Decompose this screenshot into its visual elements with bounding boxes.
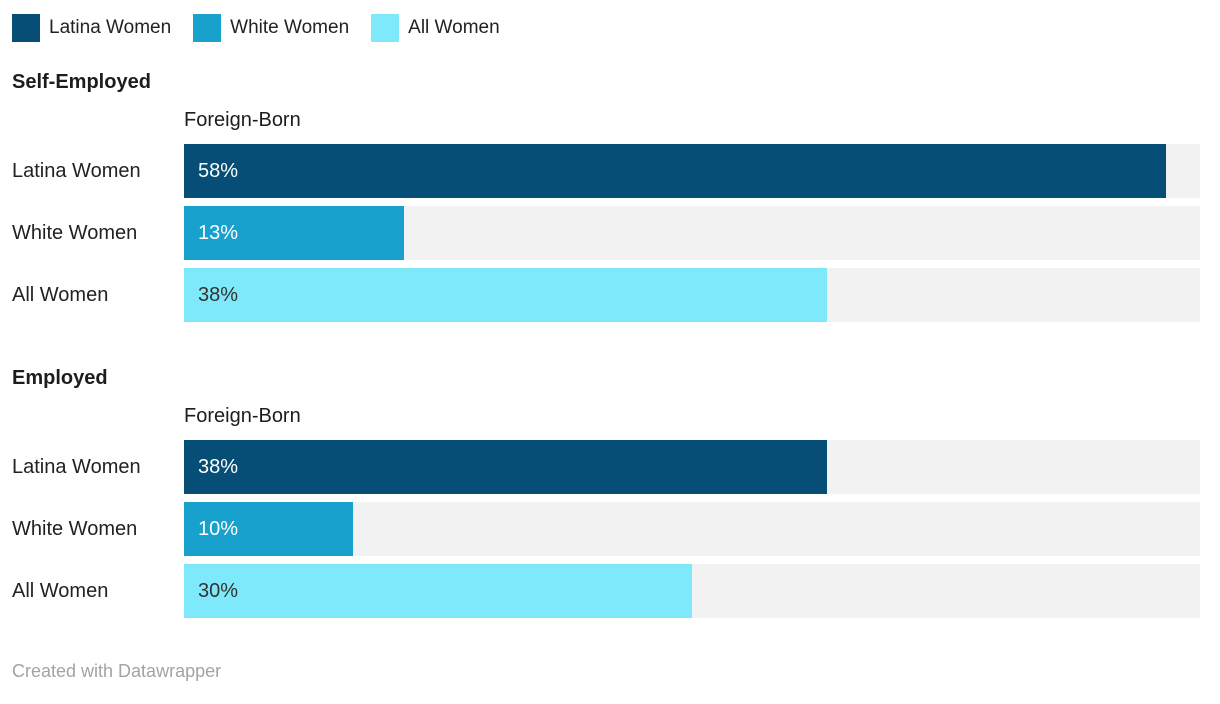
bar-row: Latina Women 58% [12, 144, 1200, 198]
row-label: All Women [12, 283, 109, 306]
bar-value-label: 13% [198, 221, 239, 244]
bar-white-women: 10% [184, 502, 354, 556]
bar-value-label: 38% [198, 283, 239, 306]
legend: Latina Women White Women All Women [12, 14, 1200, 42]
bar-track: 13% [184, 206, 1200, 260]
legend-label: White Women [230, 17, 350, 38]
bar-all-women: 38% [184, 268, 828, 322]
bar-group-self-employed: Latina Women 58% White Women 13% All Wom… [12, 144, 1200, 322]
row-label: White Women [12, 221, 138, 244]
bar-track: 38% [184, 268, 1200, 322]
legend-item-white-women: White Women [193, 14, 349, 42]
bar-group-employed: Latina Women 38% White Women 10% All Wom… [12, 440, 1200, 618]
bar-value-label: 10% [198, 517, 239, 540]
datawrapper-credit-link[interactable]: Created with Datawrapper [12, 661, 222, 681]
legend-swatch-white-women [193, 14, 222, 42]
column-header-foreign-born: Foreign-Born [184, 109, 301, 131]
group-title-employed: Employed [12, 367, 108, 389]
bar-chart: Latina Women White Women All Women Self-… [12, 14, 1200, 618]
row-label: White Women [12, 517, 138, 540]
bar-track: 38% [184, 440, 1200, 494]
bar-track: 30% [184, 564, 1200, 618]
column-header-foreign-born: Foreign-Born [184, 405, 301, 427]
bar-value-label: 38% [198, 455, 239, 478]
bar-all-women: 30% [184, 564, 692, 618]
legend-label: Latina Women [49, 17, 172, 38]
bar-latina-women: 58% [184, 144, 1167, 198]
bar-latina-women: 38% [184, 440, 828, 494]
bar-value-label: 58% [198, 159, 239, 182]
row-label: Latina Women [12, 455, 141, 478]
bar-row: All Women 30% [12, 564, 1200, 618]
bar-row: White Women 13% [12, 206, 1200, 260]
row-label: All Women [12, 579, 109, 602]
bar-white-women: 13% [184, 206, 405, 260]
bar-row: Latina Women 38% [12, 440, 1200, 494]
row-label: Latina Women [12, 159, 141, 182]
legend-item-all-women: All Women [371, 14, 500, 42]
chart-footer: Created with Datawrapper [0, 660, 1220, 682]
bar-row: All Women 38% [12, 268, 1200, 322]
bar-track: 58% [184, 144, 1200, 198]
bar-row: White Women 10% [12, 502, 1200, 556]
legend-swatch-latina-women [12, 14, 40, 42]
legend-swatch-all-women [371, 14, 400, 42]
bar-track: 10% [184, 502, 1200, 556]
bar-value-label: 30% [198, 579, 239, 602]
group-title-self-employed: Self-Employed [12, 71, 151, 93]
legend-label: All Women [408, 17, 500, 38]
legend-item-latina-women: Latina Women [12, 14, 171, 42]
